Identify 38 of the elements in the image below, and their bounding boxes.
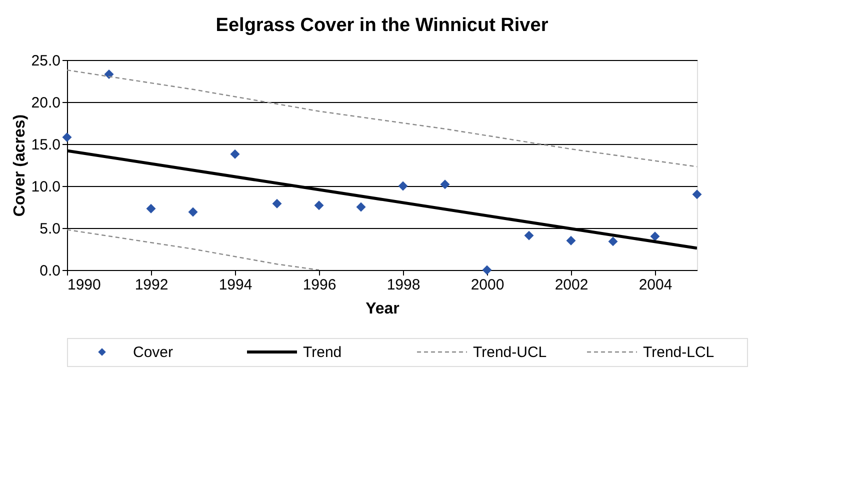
- x-tick-label: 2004: [638, 276, 672, 294]
- legend-label: Trend-UCL: [473, 344, 547, 361]
- y-tick-label: 10.0: [31, 178, 60, 196]
- point: [230, 149, 240, 159]
- y-tick-label: 25.0: [31, 52, 60, 70]
- point: [566, 236, 576, 246]
- x-tick-label: 1996: [302, 276, 336, 294]
- point: [608, 236, 618, 246]
- y-tick-label: 15.0: [31, 136, 60, 154]
- legend-label: Cover: [133, 344, 174, 361]
- legend-label: Trend-LCL: [643, 344, 714, 361]
- x-axis-title: Year: [366, 300, 400, 318]
- y-tick-label: 20.0: [31, 94, 60, 112]
- point: [482, 265, 492, 275]
- line-series: [67, 229, 320, 270]
- point: [440, 180, 450, 190]
- point: [524, 230, 534, 240]
- point: [314, 200, 324, 210]
- legend-label: Trend: [303, 344, 342, 361]
- chart-title: Eelgrass Cover in the Winnicut River: [216, 15, 549, 36]
- point: [650, 232, 660, 242]
- point: [188, 207, 198, 217]
- x-tick-label: 1994: [218, 276, 252, 294]
- y-tick-label: 5.0: [40, 220, 60, 238]
- point: [272, 198, 282, 208]
- x-tick-label: 1992: [134, 276, 168, 294]
- y-axis-title: Cover (acres): [11, 114, 28, 217]
- point: [146, 204, 156, 214]
- point: [104, 70, 114, 80]
- x-tick-label: 2000: [470, 276, 504, 294]
- point: [692, 190, 702, 200]
- point: [398, 181, 408, 191]
- x-tick-label: 1990: [68, 276, 101, 294]
- point: [62, 132, 72, 142]
- y-tick-label: 0.0: [40, 262, 60, 280]
- x-tick-label: 2002: [554, 276, 588, 294]
- x-tick-label: 1998: [386, 276, 420, 294]
- point: [356, 202, 366, 212]
